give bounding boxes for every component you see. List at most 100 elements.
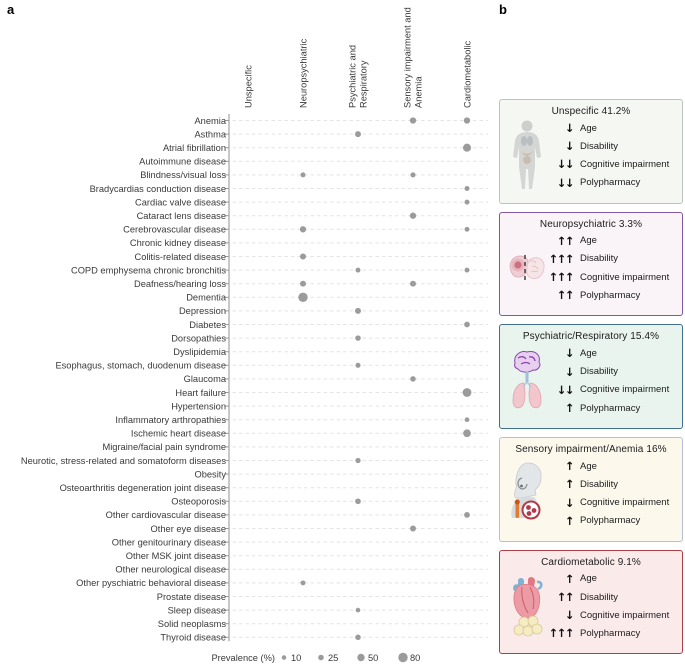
factor-label: Cognitive impairment: [580, 609, 670, 621]
prevalence-dot: [355, 335, 361, 341]
row-label: Dorsopathies: [171, 333, 226, 343]
row-label: Esophagus, stomach, duodenum disease: [55, 361, 226, 371]
prevalence-dot: [463, 117, 471, 124]
row-labels: Anemia Asthma Atrial fibrillation Autoimmun…: [21, 116, 227, 643]
factor-row: ↓ Age: [548, 119, 675, 137]
row-label: Inflammatory arthropathies: [115, 415, 226, 425]
factor-label: Cognitive impairment: [580, 271, 670, 283]
prevalence-dot: [355, 307, 361, 314]
down-arrows-icon: ↓↓: [556, 175, 575, 190]
factor-label: Age: [580, 460, 597, 472]
up-arrows-icon: ↑: [564, 571, 575, 586]
factor-label: Age: [580, 235, 597, 247]
row-label: Neurotic, stress-related and somatoform …: [21, 456, 226, 466]
row-label: Other MSK joint disease: [126, 551, 226, 561]
row-label: Obesity: [194, 469, 226, 479]
prevalence-dot: [355, 267, 361, 273]
prevalence-dot: [464, 186, 470, 191]
prevalence-dot: [464, 321, 470, 328]
down-arrows-icon: ↓: [564, 608, 575, 623]
legend-dot-value: 50: [368, 653, 378, 663]
cluster-cards: Unspecific 41.2% ↓ Age ↓ Disability ↓↓ Cognit…: [499, 99, 683, 662]
human-body-icon: [513, 120, 541, 190]
cluster-title: Unspecific 41.2%: [551, 106, 631, 117]
row-label: Ischemic heart disease: [131, 429, 226, 439]
factor-row: ↑ Polypharmacy: [548, 399, 675, 417]
factor-row: ↑↑ Age: [548, 232, 675, 250]
factor-label: Polypharmacy: [580, 289, 641, 301]
prevalence-dot: [299, 253, 307, 260]
row-label: Asthma: [194, 129, 226, 139]
prevalence-dot: [355, 131, 361, 138]
prevalence-dot: [462, 143, 472, 152]
legend-dot: [318, 654, 324, 661]
up-arrows-icon: ↑: [564, 477, 575, 492]
row-label: Osteoarthritis degeneration joint diseas…: [60, 483, 226, 493]
prevalence-dot: [355, 457, 361, 464]
down-arrows-icon: ↓↓: [556, 157, 575, 172]
factor-label: Age: [580, 122, 597, 134]
row-label: Deafness/hearing loss: [134, 279, 226, 289]
cluster-title: Cardiometabolic 9.1%: [541, 556, 641, 568]
down-arrows-icon: ↓: [564, 121, 575, 136]
row-label: Atrial fibrillation: [163, 143, 226, 153]
prevalence-dot: [410, 376, 416, 382]
row-label: Dementia: [186, 293, 227, 303]
heart-fat-icon: [513, 577, 543, 637]
up-arrows-icon: ↑: [564, 513, 575, 528]
row-label: Dyslipidemia: [173, 347, 227, 357]
factor-row: ↑↑↑ Disability: [548, 250, 675, 268]
factor-label: Disability: [580, 591, 619, 603]
factor-row: ↑ Disability: [548, 475, 675, 493]
factor-label: Polypharmacy: [580, 627, 641, 639]
prevalence-dot: [299, 226, 307, 233]
row-label: Migraine/facial pain syndrome: [102, 442, 226, 452]
row-label: Other eye disease: [151, 524, 226, 534]
prevalence-dot: [300, 172, 306, 178]
down-arrows-icon: ↓: [564, 139, 575, 154]
row-label: Other pyschiatric behavioral disease: [76, 578, 226, 588]
prevalence-dots: [298, 117, 472, 641]
factor-row: ↓ Cognitive impairment: [548, 493, 675, 511]
prevalence-dot: [409, 117, 417, 124]
row-label: Cataract lens disease: [137, 211, 226, 221]
factor-label: Disability: [580, 253, 619, 265]
prevalence-dot: [462, 388, 472, 397]
cluster-card: Unspecific 41.2% ↓ Age ↓ Disability ↓↓ Cognit…: [499, 99, 683, 204]
factor-row: ↓ Cognitive impairment: [548, 606, 675, 624]
prevalence-dot: [464, 226, 470, 232]
up-arrows-icon: ↑: [564, 459, 575, 474]
up-arrows-icon: ↑↑↑: [548, 251, 575, 266]
down-arrows-icon: ↓: [564, 364, 575, 379]
prevalence-dot: [355, 362, 361, 368]
factor-label: Age: [580, 573, 597, 585]
factor-label: Disability: [580, 366, 619, 378]
factor-label: Polypharmacy: [580, 402, 641, 414]
cluster-title: Neuropsychiatric 3.3%: [539, 218, 643, 230]
row-label: Sleep disease: [168, 605, 226, 615]
brain-lungs-icon: [512, 350, 542, 408]
row-label: Chronic kidney disease: [130, 238, 226, 248]
row-label: Cerebrovascular disease: [123, 225, 226, 235]
prevalence-dot: [300, 580, 306, 586]
prevalence-dot: [355, 498, 361, 505]
row-label: Cardiac valve disease: [135, 197, 226, 207]
factor-label: Polypharmacy: [580, 515, 641, 527]
factor-row: ↓ Disability: [548, 363, 675, 381]
up-arrows-icon: ↑↑: [556, 590, 575, 605]
panel-a-label: a: [7, 2, 15, 17]
grid-lines: [224, 120, 488, 638]
down-arrows-icon: ↓: [564, 495, 575, 510]
column-label: Respiratory: [359, 60, 369, 108]
down-arrows-icon: ↓↓: [556, 382, 575, 397]
legend-dot: [398, 652, 408, 663]
column-headers: Unspecific Neuropsychiatric Psychiatric an…: [244, 7, 473, 108]
cluster-card: Psychiatric/Respiratory 15.4% ↓ Age ↓ Disab…: [499, 324, 683, 429]
head-hearing-blood-icon: [511, 463, 542, 520]
column-label: Unspecific: [244, 65, 254, 108]
row-label: Other cardiovascular disease: [106, 510, 226, 520]
factor-row: ↓ Disability: [548, 137, 675, 155]
column-label: Sensory impairment and: [403, 7, 413, 108]
legend-dot-value: 80: [410, 653, 420, 663]
cluster-title: Sensory impairment/Anemia 16%: [515, 444, 667, 456]
